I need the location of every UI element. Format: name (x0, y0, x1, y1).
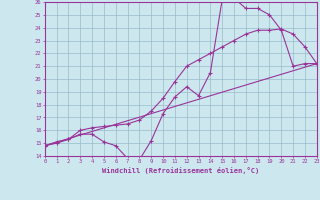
X-axis label: Windchill (Refroidissement éolien,°C): Windchill (Refroidissement éolien,°C) (102, 167, 260, 174)
